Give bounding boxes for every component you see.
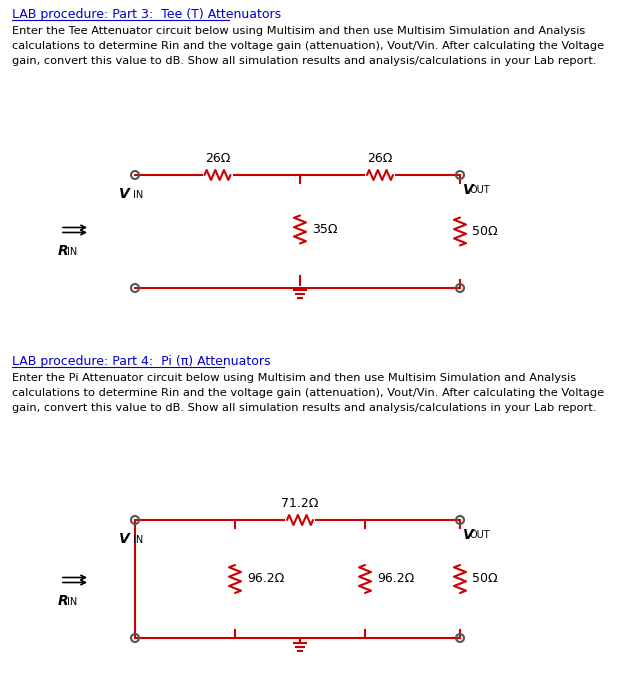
Text: IN: IN: [133, 190, 143, 200]
Text: V: V: [463, 528, 474, 542]
Text: 26Ω: 26Ω: [367, 152, 393, 165]
Text: 96.2Ω: 96.2Ω: [377, 573, 414, 585]
Text: 26Ω: 26Ω: [205, 152, 230, 165]
Text: LAB procedure: Part 3:  Tee (T) Attenuators: LAB procedure: Part 3: Tee (T) Attenuato…: [12, 8, 281, 21]
Text: 50Ω: 50Ω: [472, 573, 498, 585]
Text: LAB procedure: Part 4:  Pi (π) Attenuators: LAB procedure: Part 4: Pi (π) Attenuator…: [12, 355, 271, 368]
Text: OUT: OUT: [470, 185, 491, 195]
Text: V: V: [119, 532, 130, 546]
Text: 50Ω: 50Ω: [472, 225, 498, 238]
Text: OUT: OUT: [470, 530, 491, 540]
Text: Enter the Tee Attenuator circuit below using Multisim and then use Multisim Simu: Enter the Tee Attenuator circuit below u…: [12, 26, 604, 66]
Text: IN: IN: [133, 535, 143, 545]
Text: IN: IN: [67, 597, 77, 607]
Text: 96.2Ω: 96.2Ω: [247, 573, 284, 585]
Text: R: R: [58, 594, 68, 608]
Text: 35Ω: 35Ω: [312, 223, 337, 236]
Text: 71.2Ω: 71.2Ω: [282, 497, 319, 510]
Text: IN: IN: [67, 247, 77, 257]
Text: R: R: [58, 244, 68, 258]
Text: V: V: [463, 183, 474, 197]
Text: Enter the Pi Attenuator circuit below using Multisim and then use Multisim Simul: Enter the Pi Attenuator circuit below us…: [12, 373, 604, 412]
Text: V: V: [119, 187, 130, 201]
